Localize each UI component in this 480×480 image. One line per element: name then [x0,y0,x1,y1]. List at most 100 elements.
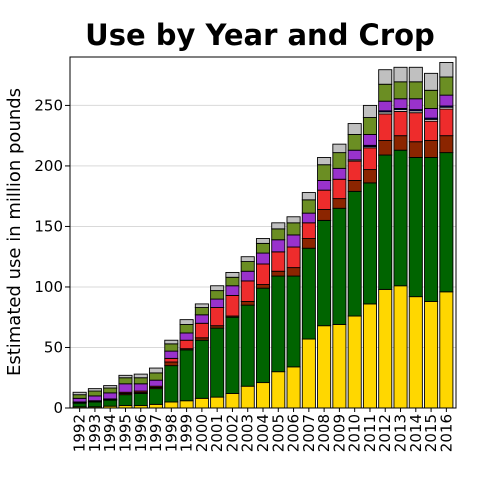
x-tick-label: 2001 [208,414,226,452]
bar-segment-2013-s8 [393,66,408,83]
bar-segment-1997-s6 [149,379,164,387]
bar-segment-1992-s8 [72,391,87,396]
bar-segment-2004-s3 [255,263,271,286]
bar-segment-2011-s1 [362,182,377,305]
bar-segment-1999-s0 [179,400,194,409]
bar-segment-2003-s8 [240,256,255,262]
bar-segment-2006-s2 [286,267,301,277]
x-tick-label: 1996 [132,414,150,452]
bar-segment-2011-s2 [362,169,377,184]
bar-segment-2009-s2 [332,198,347,209]
bar-segment-2001-s6 [210,298,225,308]
x-tick-label: 1999 [178,414,196,452]
bar-segment-1998-s7 [164,343,179,352]
bar-segment-2011-s8 [362,104,377,118]
bar-segment-2005-s3 [271,251,286,272]
bar-segment-2007-s8 [301,192,316,201]
x-tick-label: 1993 [86,414,104,452]
bar-segment-2004-s0 [255,382,271,409]
x-tick-label: 2007 [300,414,318,452]
bar-segment-2010-s1 [347,190,362,317]
bar-segment-2015-s2 [424,140,439,158]
bar-segment-2012-s0 [378,288,393,409]
bar-segment-2015-s3 [424,120,439,141]
bar-segment-2013-s7 [393,81,408,100]
bar-segment-2004-s1 [255,287,271,384]
x-tick-label: 2005 [269,414,287,452]
bar-segment-2003-s7 [240,261,255,272]
bar-segment-2009-s0 [332,324,347,409]
bar-segment-2004-s6 [255,252,271,265]
bar-segment-1993-s8 [87,388,102,392]
bar-segment-1998-s2 [164,361,179,367]
bar-segment-2008-s1 [317,219,332,327]
bar-segment-2006-s1 [286,275,301,368]
y-tick-label: 0 [53,399,63,417]
bar-segment-2002-s7 [225,276,240,287]
bar-segment-2012-s7 [378,83,393,102]
bar-segment-1999-s3 [179,339,194,350]
bar-segment-2005-s7 [271,228,286,241]
bar-segment-2009-s3 [332,178,347,200]
bar-segment-2005-s2 [271,270,286,277]
bar-segment-2013-s2 [393,135,408,151]
bar-segment-2015-s6 [424,107,439,119]
bar-segment-1996-s1 [133,393,148,407]
bar-segment-1997-s0 [149,403,164,409]
bar-segment-2012-s1 [378,154,393,290]
bar-segment-2008-s8 [317,157,332,166]
bar-segment-1998-s8 [164,339,179,345]
y-tick-label: 100 [34,278,63,296]
bar-segment-2010-s0 [347,315,362,409]
bar-segment-2014-s1 [408,157,423,298]
bar-segment-2003-s1 [240,304,255,387]
bar-segment-1999-s6 [179,332,194,341]
axes: 0501001502002501992199319941995199619971… [34,96,455,452]
bar-segment-1995-s6 [118,383,133,393]
bar-segment-2002-s6 [225,285,240,296]
bar-segment-2011-s3 [362,147,377,171]
bar-segment-2010-s6 [347,149,362,161]
bar-segment-2002-s3 [225,294,240,317]
bar-segment-2011-s6 [362,134,377,146]
y-tick-label: 250 [34,96,63,114]
bar-segment-2008-s0 [317,325,332,409]
bar-segment-1995-s8 [118,374,133,379]
bar-segment-2004-s8 [255,238,271,244]
bar-segment-1997-s1 [149,388,164,405]
bar-segment-2007-s0 [301,338,316,409]
bar-segment-2005-s1 [271,275,286,373]
x-tick-label: 2016 [437,414,455,452]
bar-segment-2002-s8 [225,271,240,278]
bar-segment-2002-s1 [225,316,240,394]
bar-segment-1998-s0 [164,401,179,409]
bar-segment-2010-s8 [347,123,362,135]
bar-segment-2003-s6 [240,270,255,282]
bar-segment-2006-s8 [286,216,301,224]
bar-segment-1992-s7 [72,394,87,399]
bar-segment-2002-s0 [225,393,240,409]
x-tick-label: 2003 [239,414,257,452]
bar-segment-2007-s7 [301,199,316,214]
bar-segment-2014-s7 [408,81,423,100]
bar-segment-1999-s8 [179,319,194,325]
x-tick-label: 2006 [285,414,303,452]
x-tick-label: 1995 [116,414,134,452]
bar-segment-2015-s1 [424,157,439,302]
x-tick-label: 1997 [147,414,165,452]
bar-segment-2016-s3 [439,108,454,137]
bar-segment-1993-s6 [87,395,102,402]
chart-title: Use by Year and Crop [85,18,435,52]
bars [72,62,454,409]
bar-segment-2000-s7 [194,307,209,316]
y-axis-label: Estimated use in million pounds [4,88,25,376]
bar-segment-1995-s1 [118,394,133,407]
bar-segment-2007-s2 [301,238,316,249]
bar-segment-2016-s7 [439,76,454,96]
bar-segment-2008-s6 [317,180,332,191]
bar-segment-2004-s2 [255,284,271,289]
bar-segment-2014-s0 [408,296,423,409]
bar-segment-2010-s2 [347,180,362,192]
bar-segment-2014-s8 [408,66,423,83]
bar-segment-1993-s7 [87,390,102,397]
